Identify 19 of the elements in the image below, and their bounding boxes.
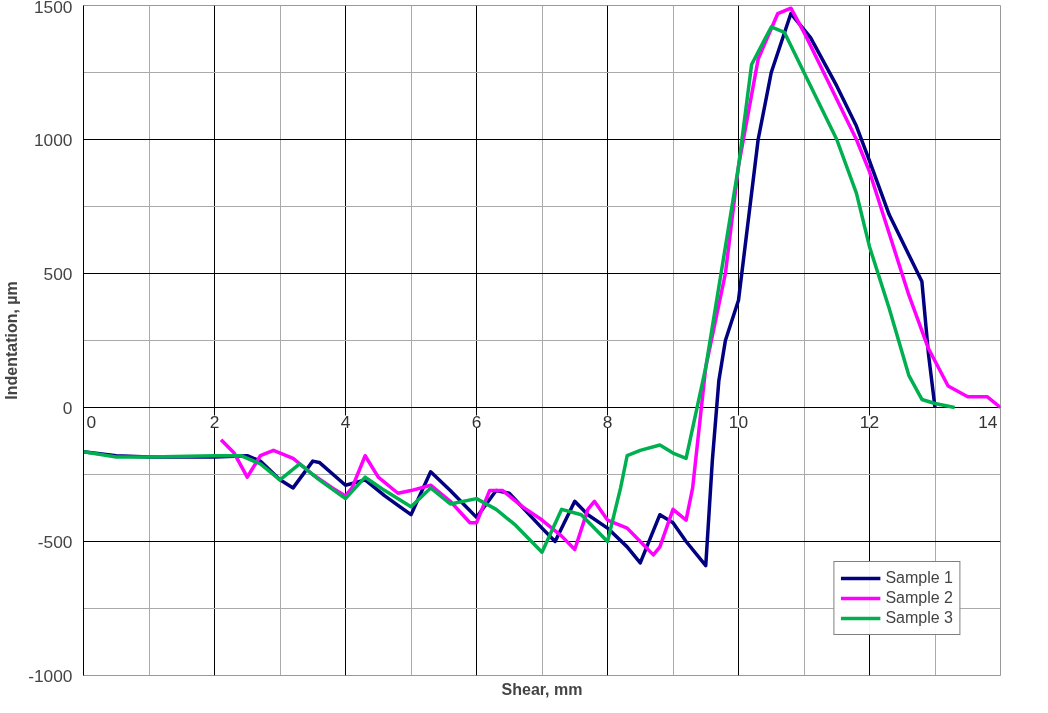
x-tick-label: 14 [978, 411, 998, 432]
y-axis-title: Indentation, µm [3, 281, 21, 400]
legend-label: Sample 1 [885, 569, 953, 587]
legend-label: Sample 3 [885, 609, 953, 627]
y-tick-label: 1500 [33, 0, 73, 17]
x-tick-label: 2 [209, 411, 220, 432]
y-tick-label: -500 [37, 531, 73, 552]
x-tick-label: 6 [471, 411, 482, 432]
x-tick-label: 4 [340, 411, 351, 432]
x-tick-label: 8 [602, 411, 613, 432]
x-tick-label: 10 [728, 411, 749, 432]
legend-label: Sample 2 [885, 589, 953, 607]
x-tick-label: 0 [86, 411, 97, 432]
x-tick-label: 12 [859, 411, 880, 432]
y-tick-label: -1000 [28, 665, 73, 686]
y-tick-label: 0 [62, 397, 73, 418]
y-tick-label: 1000 [33, 129, 73, 150]
x-axis-title: Shear, mm [501, 680, 583, 698]
y-tick-label: 500 [43, 263, 73, 284]
